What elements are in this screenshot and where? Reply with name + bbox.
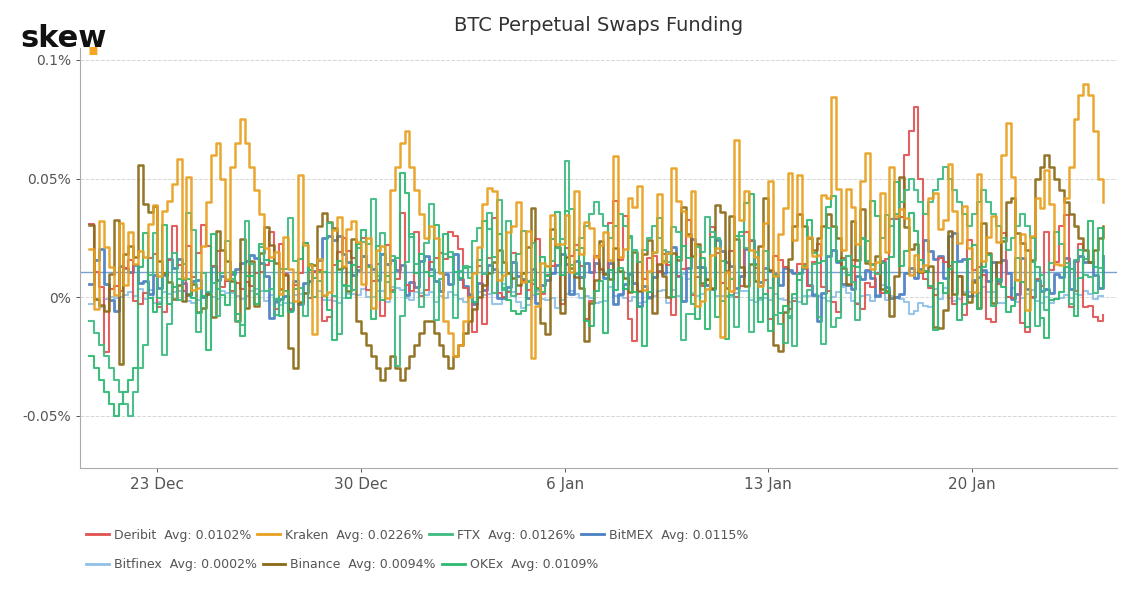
- Legend: Bitfinex  Avg: 0.0002%, Binance  Avg: 0.0094%, OKEx  Avg: 0.0109%: Bitfinex Avg: 0.0002%, Binance Avg: 0.00…: [86, 558, 597, 571]
- Title: BTC Perpetual Swaps Funding: BTC Perpetual Swaps Funding: [454, 16, 743, 35]
- Text: skew: skew: [21, 24, 107, 53]
- Text: .: .: [84, 21, 101, 64]
